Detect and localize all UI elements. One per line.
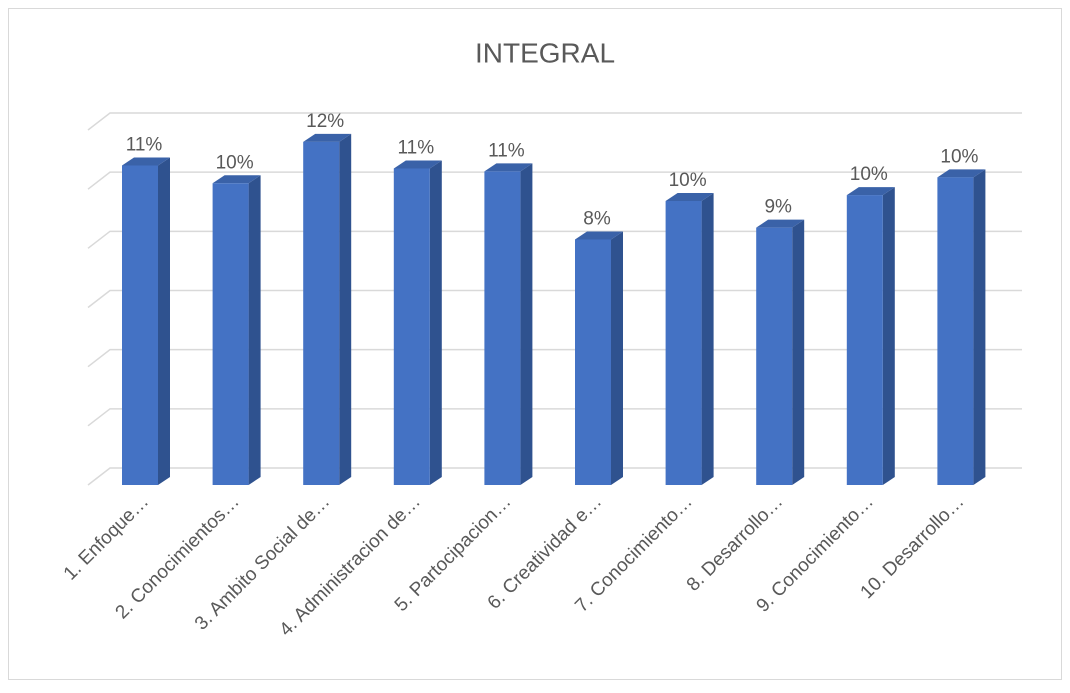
bar-top [122, 157, 170, 166]
bar-top [484, 163, 533, 172]
grid-line [87, 230, 1022, 249]
grid-line [87, 289, 1022, 309]
bar [756, 227, 793, 485]
bar-side [248, 175, 261, 485]
bar-top [575, 231, 623, 240]
bar-top [937, 169, 986, 178]
bar-top [846, 187, 895, 196]
bar [484, 171, 521, 485]
bar-side [792, 219, 805, 485]
data-label: 10% [850, 164, 888, 185]
bar-side [158, 157, 170, 485]
data-label: 8% [583, 208, 611, 229]
grid-line [87, 348, 1022, 368]
bar [393, 168, 430, 486]
bar [665, 201, 702, 485]
data-label: 9% [764, 197, 792, 218]
data-label: 11% [126, 135, 163, 156]
bar-top [212, 175, 261, 184]
bar-top [303, 133, 352, 142]
bar-side [520, 163, 533, 485]
bar-top [756, 219, 805, 228]
grid-line [87, 171, 1022, 190]
bar [937, 177, 974, 486]
chart-title: INTEGRAL [475, 37, 615, 68]
data-label: 10% [940, 146, 978, 167]
data-label: 10% [216, 152, 254, 173]
data-label: 12% [306, 111, 344, 132]
bar-side [611, 231, 623, 485]
bar [122, 165, 158, 485]
bar-side [429, 160, 442, 486]
grid-line [87, 467, 1022, 486]
bar-side [882, 187, 895, 486]
bar [575, 239, 611, 485]
grid-line [87, 408, 1022, 427]
bar-top [665, 193, 714, 201]
data-label: 11% [397, 137, 434, 158]
bar-top [393, 160, 442, 169]
bar-side [973, 169, 986, 486]
bar-side [339, 133, 352, 486]
bar-side [701, 193, 714, 485]
data-label: 11% [488, 140, 525, 161]
bar [303, 141, 340, 486]
data-label: 10% [669, 170, 707, 191]
bar [212, 183, 249, 485]
bar [846, 195, 883, 486]
grid-line [87, 112, 1022, 131]
